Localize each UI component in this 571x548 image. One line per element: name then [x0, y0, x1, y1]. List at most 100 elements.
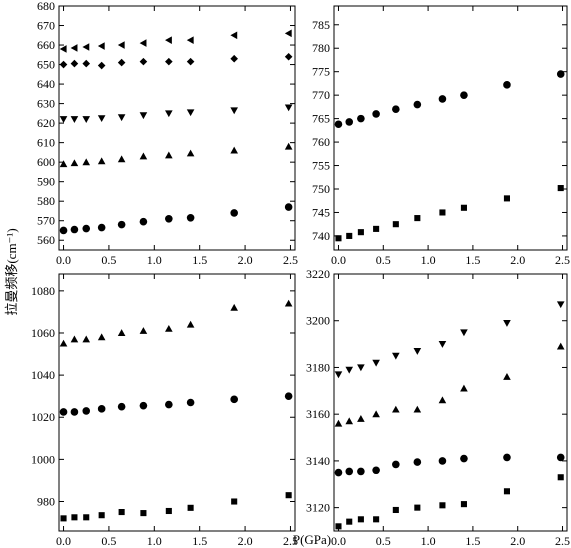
x-tick-label: 1.5	[465, 253, 480, 267]
data-point-triangle-up	[334, 419, 343, 427]
data-point-circle	[334, 468, 343, 477]
data-point-diamond	[186, 57, 195, 66]
data-point-triangle-up	[357, 415, 365, 422]
data-point-circle	[70, 408, 79, 416]
data-point-square	[414, 504, 421, 511]
data-point-circle	[372, 466, 380, 475]
data-point-circle	[186, 398, 195, 407]
series-square	[335, 474, 564, 530]
data-point-diamond	[97, 61, 106, 70]
data-point-square	[557, 185, 564, 192]
data-point-triangle-down	[59, 116, 68, 124]
y-tick-label: 1040	[31, 368, 55, 382]
plot-frame	[333, 5, 568, 251]
data-point-triangle-up	[345, 417, 354, 425]
data-point-triangle-down	[357, 364, 365, 372]
data-point-square	[231, 498, 238, 505]
data-point-circle	[117, 402, 126, 411]
x-tick-label: 0.0	[56, 253, 71, 267]
data-point-triangle-down	[345, 366, 354, 374]
data-point-circle	[438, 457, 447, 465]
data-point-triangle-down	[165, 110, 173, 118]
data-point-circle	[117, 220, 126, 229]
data-point-triangle-up	[230, 146, 238, 154]
series-circle	[334, 70, 565, 129]
data-point-triangle-down	[503, 320, 511, 327]
data-point-circle	[284, 392, 293, 400]
y-tick-label: 1000	[31, 452, 55, 466]
data-point-square	[60, 515, 67, 522]
data-point-circle	[59, 226, 68, 235]
data-point-circle	[392, 460, 400, 469]
data-point-circle	[97, 405, 106, 413]
y-tick-label: 3220	[306, 267, 330, 281]
x-tick-label: 0.0	[331, 534, 346, 548]
data-point-triangle-left	[82, 43, 90, 51]
data-point-circle	[413, 458, 422, 466]
data-point-triangle-down	[70, 116, 79, 124]
data-point-triangle-up	[97, 157, 106, 165]
data-point-square	[335, 235, 342, 242]
data-point-triangle-up	[413, 405, 422, 413]
y-tick-label: 740	[312, 229, 330, 243]
y-tick-label: 755	[312, 159, 330, 173]
data-point-square	[373, 225, 380, 232]
data-point-square	[140, 510, 147, 517]
series-triangle-up	[59, 142, 293, 168]
data-point-triangle-up	[139, 327, 148, 334]
data-point-circle	[345, 467, 354, 476]
data-point-circle	[438, 95, 447, 103]
data-point-triangle-down	[392, 352, 400, 360]
x-tick-label: 2.5	[555, 534, 570, 548]
x-tick-label: 1.5	[192, 253, 207, 267]
data-point-triangle-up	[70, 159, 79, 167]
data-point-circle	[165, 214, 173, 223]
chart-panel-bottom-left: 0.0 0.5 1.0 1.5 2.0 2.5 980 1000 1020 1040 1060 108…	[31, 273, 298, 548]
data-point-circle	[460, 454, 468, 463]
data-point-square	[373, 516, 380, 523]
series-circle	[59, 203, 293, 235]
data-point-triangle-down	[230, 107, 238, 115]
y-tick-label: 785	[312, 18, 330, 32]
x-tick-label: 1.5	[465, 534, 480, 548]
data-point-circle	[357, 467, 365, 476]
y-tick-label: 980	[37, 495, 55, 509]
data-point-square	[392, 506, 399, 514]
y-tick-label: 600	[37, 155, 55, 169]
y-tick-label: 3120	[306, 501, 330, 515]
data-point-triangle-up	[503, 373, 511, 380]
data-point-triangle-up	[82, 335, 91, 343]
data-point-triangle-up	[372, 410, 380, 418]
data-point-triangle-left	[139, 39, 147, 47]
x-tick-label: 2.5	[283, 534, 298, 548]
data-point-triangle-down	[139, 112, 148, 120]
data-point-triangle-down	[438, 341, 447, 348]
data-point-triangle-down	[460, 329, 468, 337]
data-point-triangle-down	[82, 116, 91, 124]
data-point-triangle-up	[186, 149, 195, 157]
data-point-diamond	[59, 60, 68, 69]
x-axis-title: P(GPa)	[293, 532, 331, 547]
data-point-triangle-up	[139, 152, 148, 160]
plot-frame	[58, 5, 296, 251]
y-tick-label: 3160	[306, 407, 330, 421]
data-point-triangle-left	[284, 29, 292, 38]
data-point-circle	[97, 223, 106, 232]
data-point-triangle-up	[556, 342, 565, 350]
data-point-triangle-down	[413, 348, 422, 355]
y-tick-label: 3180	[306, 360, 330, 374]
y-tick-label: 630	[37, 97, 55, 111]
y-tick-label: 1020	[31, 410, 55, 424]
x-tick-label: 0.5	[101, 534, 116, 548]
y-tick-label: 610	[37, 136, 55, 150]
data-point-circle	[334, 120, 343, 129]
data-point-circle	[230, 209, 238, 217]
series-triangle-down	[334, 301, 565, 379]
x-tick-label: 1.0	[147, 534, 162, 548]
data-point-circle	[230, 395, 238, 404]
series-triangle-up	[59, 299, 293, 347]
data-point-circle	[82, 224, 91, 233]
data-point-circle	[392, 105, 400, 114]
data-point-circle	[139, 401, 148, 410]
